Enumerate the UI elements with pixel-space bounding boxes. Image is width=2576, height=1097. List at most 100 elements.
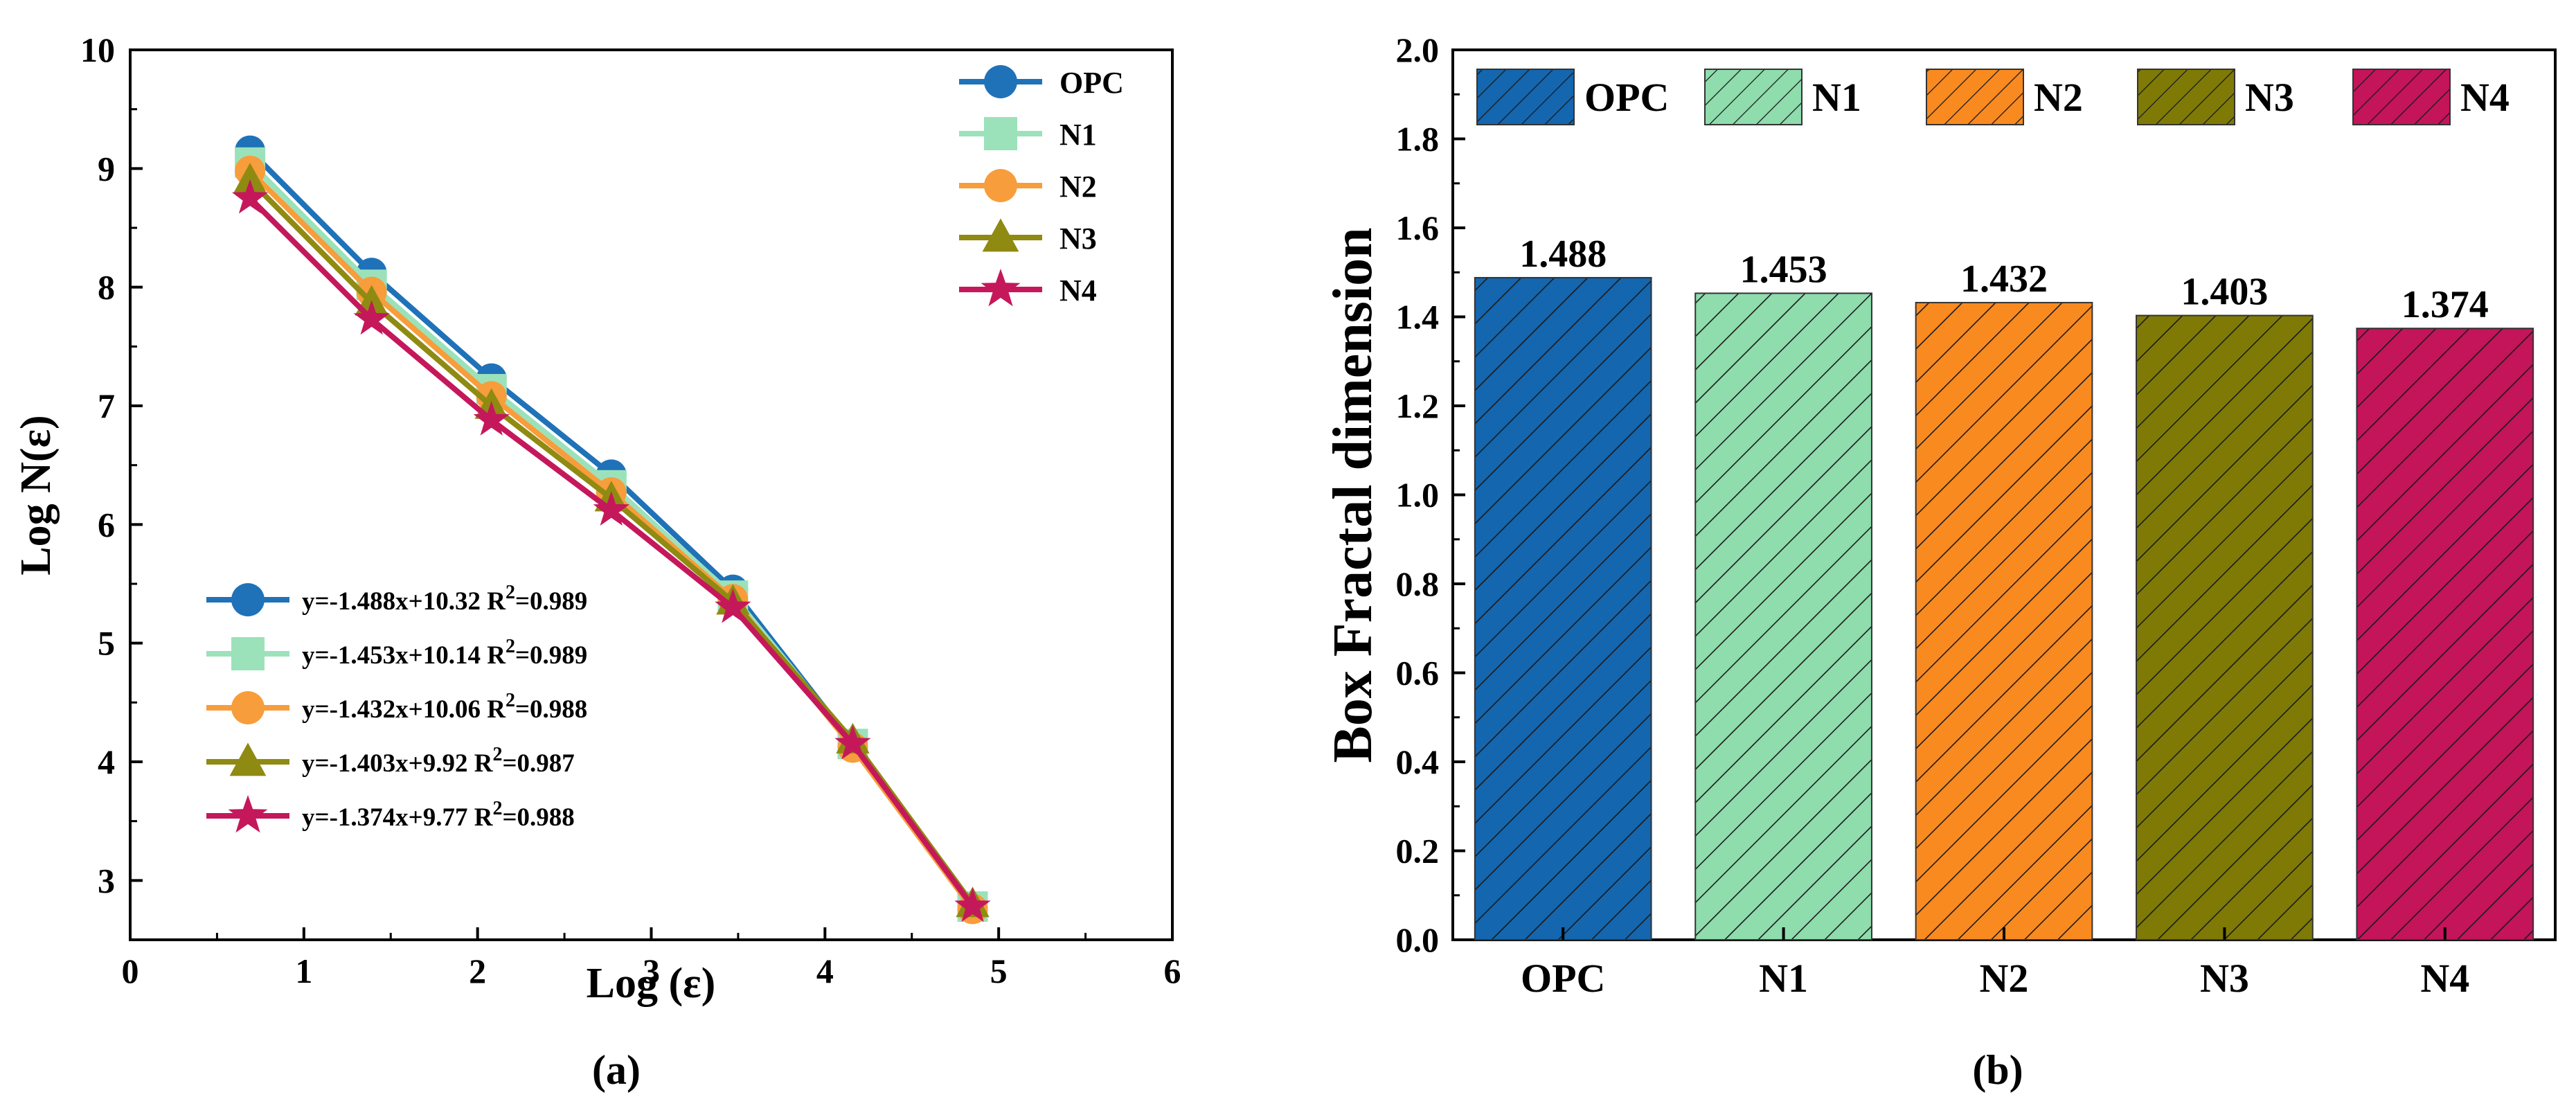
x-tick-label-a: 0 (122, 952, 139, 990)
y-tick-label-a: 8 (98, 268, 115, 307)
series-line-n2 (248, 168, 975, 911)
series-legend-a: OPC N1 N2 N3 N4 (959, 65, 1124, 307)
x-tick-label-b: OPC (1521, 956, 1605, 1001)
x-tick-label-a: 6 (1164, 952, 1181, 990)
bar-n3: 1.403 N3 (2136, 271, 2314, 1001)
y-ticks-b: 0.0 0.2 0.4 0.6 0.8 1.0 1.2 1.4 1.6 1.8 2.0 (1396, 30, 1465, 959)
y-tick-label-b: 1.2 (1396, 386, 1440, 425)
bar-hatch-n3 (2136, 314, 2314, 940)
x-tick-label-b: N1 (1759, 956, 1808, 1001)
fit-legend-item-n3: y=-1.403x+9.92 R2=0.987 (206, 742, 575, 778)
legend-item-n1: N1 (959, 117, 1097, 152)
y-tick-label-b: 1.0 (1396, 476, 1440, 515)
series-n4 (231, 179, 991, 922)
legend-item-n3: N3 (959, 218, 1097, 256)
fit-equation: y=-1.488x+10.32 R2=0.989 (302, 582, 587, 616)
y-tick-label-a: 3 (98, 861, 115, 900)
legend-label: N2 (2034, 75, 2083, 120)
legend-swatch-hatch (1476, 69, 1575, 125)
bar-hatch-n1 (1694, 292, 1872, 940)
legend-label: N2 (1059, 170, 1097, 204)
fit-legend-marker (228, 795, 268, 833)
panel-label-a: (a) (592, 1047, 641, 1093)
legend-label: N1 (1812, 75, 1861, 120)
legend-label: N4 (1059, 274, 1097, 307)
y-tick-label-b: 0.2 (1396, 832, 1440, 871)
y-tick-label-b: 1.4 (1396, 298, 1440, 337)
y-tick-label-a: 9 (98, 149, 115, 188)
bar-legend-item-n4: N4 (2352, 69, 2510, 125)
y-tick-label-a: 6 (98, 505, 115, 544)
legend-label: OPC (1584, 75, 1669, 120)
fit-legend-marker (231, 637, 265, 670)
bar-value-label: 1.488 (1519, 233, 1607, 276)
legend-marker (984, 117, 1017, 150)
bar-n1: 1.453 N1 (1694, 248, 1872, 1001)
fit-equation: y=-1.453x+10.14 R2=0.989 (302, 636, 587, 670)
bar-legend-b: OPC N1 N2 N3 N4 (1476, 69, 2510, 125)
x-y-ticks-a: 0 1 2 3 4 5 6 3 4 5 6 7 8 9 10 (80, 30, 1181, 990)
fit-equation: y=-1.432x+10.06 R2=0.988 (302, 690, 587, 724)
y-tick-label-a: 7 (98, 386, 115, 425)
legend-marker (984, 65, 1017, 98)
point-n4 (231, 179, 269, 214)
x-tick-label-b: N4 (2420, 956, 2469, 1001)
legend-item-opc: OPC (959, 65, 1124, 100)
legend-swatch-hatch (1704, 69, 1803, 125)
legend-marker (982, 218, 1019, 252)
point-n4 (715, 588, 751, 623)
y-tick-label-b: 2.0 (1396, 30, 1440, 69)
bars-b: 1.488 OPC 1.453 N1 1.432 N2 1.403 N3 1.374 N4 (1474, 233, 2534, 1001)
fit-legend-marker (229, 742, 267, 776)
fit-legend-a: y=-1.488x+10.32 R2=0.989 y=-1.453x+10.14 … (206, 582, 587, 833)
point-n4 (473, 401, 510, 436)
x-tick-label-a: 5 (990, 952, 1008, 990)
y-tick-label-a: 4 (98, 742, 115, 781)
x-tick-label-b: N2 (1980, 956, 2029, 1001)
point-n4 (353, 300, 390, 335)
bar-value-label: 1.432 (1960, 258, 2048, 301)
bar-n2: 1.432 N2 (1915, 258, 2093, 1001)
panel-b-bar-chart: 0.0 0.2 0.4 0.6 0.8 1.0 1.2 1.4 1.6 1.8 2.0 1.488 O… (1323, 30, 2557, 1093)
x-tick-label-a: 1 (295, 952, 312, 990)
legend-label: OPC (1059, 66, 1124, 100)
panel-label-b: (b) (1972, 1047, 2023, 1093)
legend-label: N4 (2460, 75, 2510, 120)
x-tick-label-a: 4 (816, 952, 834, 990)
point-n4 (593, 491, 629, 526)
y-tick-label-b: 0.6 (1396, 654, 1440, 693)
bar-value-label: 1.374 (2401, 283, 2489, 326)
bar-legend-item-n2: N2 (1926, 69, 2083, 125)
bar-hatch-opc (1474, 276, 1652, 940)
legend-marker (981, 269, 1021, 307)
y-tick-label-a: 5 (98, 624, 115, 663)
fit-legend-item-n1: y=-1.453x+10.14 R2=0.989 (206, 636, 587, 670)
legend-swatch-hatch (2137, 69, 2235, 125)
bar-value-label: 1.453 (1740, 248, 1827, 291)
bar-hatch-n2 (1915, 301, 2093, 940)
fit-legend-marker (231, 691, 265, 724)
legend-swatch-hatch (1926, 69, 2024, 125)
y-tick-label-b: 0.0 (1396, 920, 1440, 959)
legend-item-n4: N4 (959, 269, 1097, 307)
y-tick-label-b: 1.6 (1396, 208, 1440, 247)
panel-a-line-chart: 0 1 2 3 4 5 6 3 4 5 6 7 8 9 10 OPC N1 N2 N3 N4 y=-1.488x+1… (12, 30, 1181, 1093)
bar-opc: 1.488 OPC (1474, 233, 1652, 1001)
legend-swatch-hatch (2352, 69, 2451, 125)
point-n4 (954, 887, 991, 922)
fit-legend-item-n4: y=-1.374x+9.77 R2=0.988 (206, 795, 575, 833)
x-tick-label-a: 3 (643, 952, 660, 990)
fit-equation: y=-1.403x+9.92 R2=0.987 (302, 744, 575, 778)
series-line-opc (248, 148, 975, 909)
y-axis-label-a: Log N(ε) (12, 415, 60, 575)
bar-legend-item-n3: N3 (2137, 69, 2294, 125)
legend-marker (984, 169, 1017, 202)
point-n3 (233, 163, 267, 194)
legend-label: N1 (1059, 118, 1097, 152)
x-tick-label-a: 2 (469, 952, 486, 990)
series-lines-a (231, 135, 991, 925)
bar-n4: 1.374 N4 (2356, 283, 2534, 1001)
series-line-n4 (248, 196, 975, 909)
bar-legend-item-n1: N1 (1704, 69, 1861, 125)
legend-item-n2: N2 (959, 169, 1097, 204)
